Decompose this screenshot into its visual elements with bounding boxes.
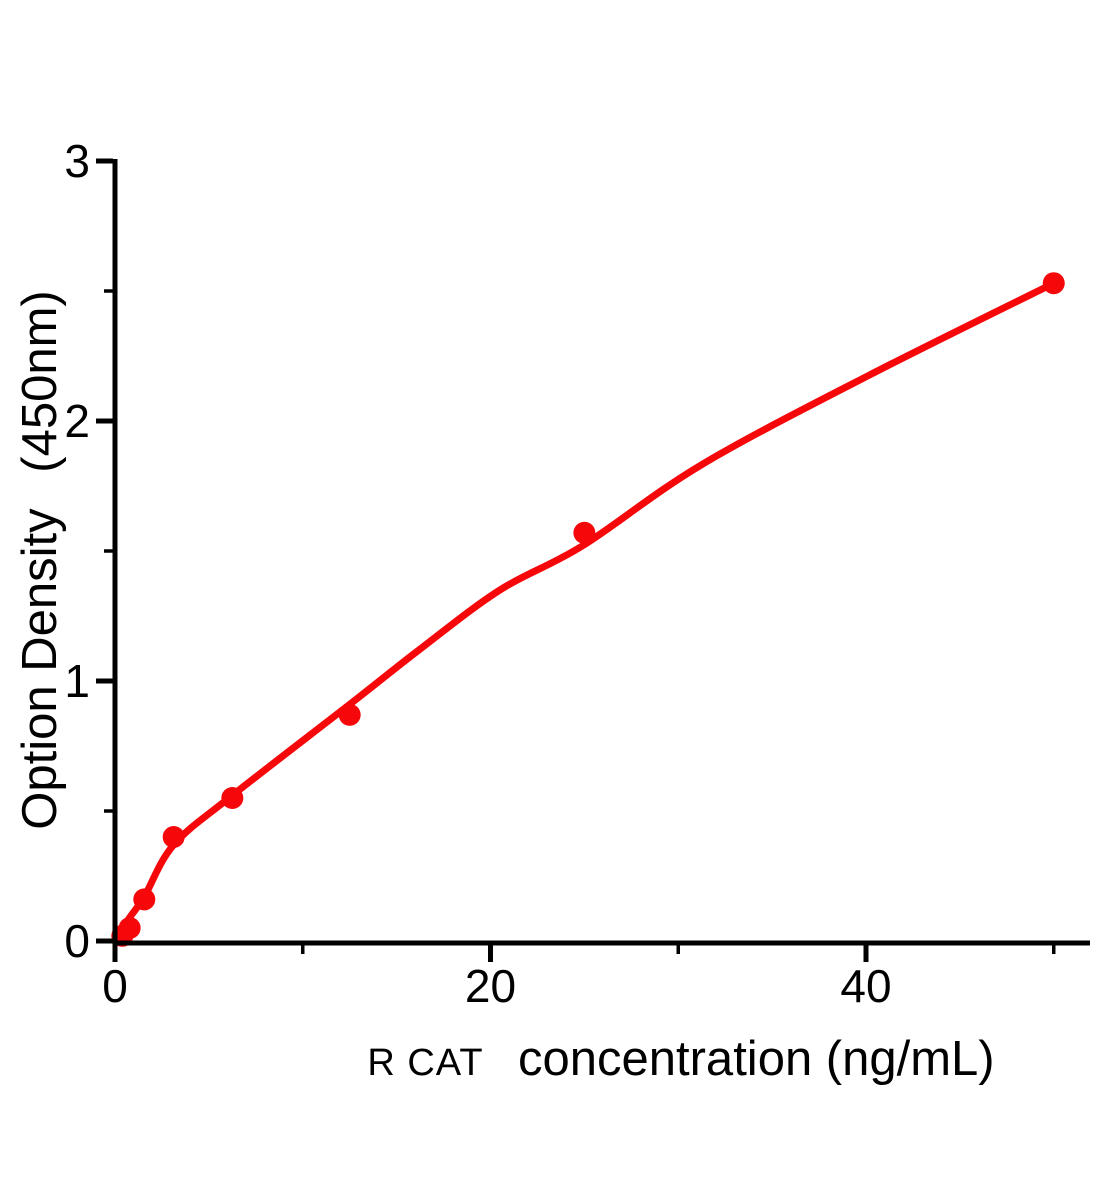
y-tick-label: 1 xyxy=(64,655,90,707)
x-tick-label: 20 xyxy=(465,960,516,1012)
data-point xyxy=(338,703,361,726)
y-axis-title-main: Option Density xyxy=(13,508,67,830)
fit-curve-layer xyxy=(111,279,1058,945)
labels-layer: 0 1 2 3 0 20 40 R CAT concentration (ng/mL) Op… xyxy=(13,135,995,1086)
y-axis-title: Option Density (450nm) xyxy=(13,290,67,829)
data-points-layer xyxy=(111,272,1065,947)
data-point xyxy=(1042,272,1065,295)
ticks-layer xyxy=(96,158,1056,962)
x-axis-title-prefix: R CAT xyxy=(367,1042,483,1084)
x-axis-title-main: concentration (ng/mL) xyxy=(518,1032,995,1086)
data-point xyxy=(133,888,156,911)
y-tick-label: 2 xyxy=(64,395,90,447)
data-point xyxy=(221,787,244,809)
x-axis-title: R CAT concentration (ng/mL) xyxy=(367,1032,994,1086)
data-point xyxy=(118,917,141,939)
x-tick-label: 40 xyxy=(840,960,891,1012)
y-axis-title-suffix: (450nm) xyxy=(13,290,67,472)
tick-labels-layer: 0 1 2 3 0 20 40 xyxy=(64,135,891,1012)
data-point xyxy=(162,826,185,848)
y-tick-label: 0 xyxy=(64,915,90,967)
axes-layer xyxy=(96,158,1090,962)
x-tick-label: 0 xyxy=(102,960,128,1012)
y-tick-label: 3 xyxy=(64,135,90,187)
fit-curve xyxy=(111,279,1058,945)
data-point xyxy=(573,521,596,544)
